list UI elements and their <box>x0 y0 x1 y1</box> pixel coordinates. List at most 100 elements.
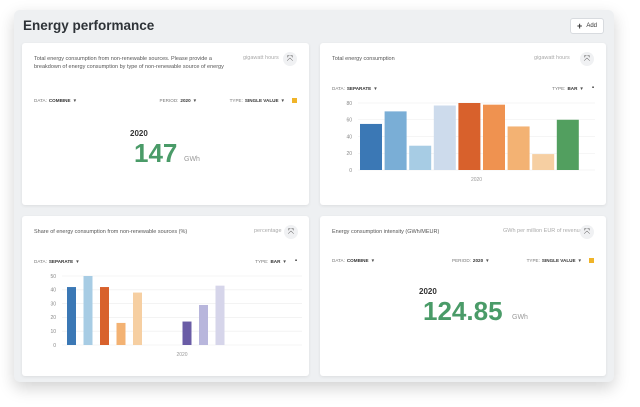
add-button[interactable]: + Add <box>570 18 604 34</box>
data-value: SEPARATE <box>48 258 74 264</box>
value-unit: GWh <box>512 314 528 321</box>
type-label: TYPE: <box>526 258 540 263</box>
period-select[interactable]: PERIOD: 2020 ▼ <box>160 98 198 103</box>
header: Energy performance + Add <box>14 10 614 42</box>
type-select[interactable]: TYPE: SINGLE VALUE ▼ <box>230 98 297 103</box>
type-value: SINGLE VALUE <box>541 258 576 263</box>
save-icon[interactable]: ▪ <box>591 85 594 91</box>
plus-icon: + <box>577 20 583 31</box>
bar <box>458 103 481 170</box>
bar <box>532 154 555 170</box>
data-label: DATA: <box>34 98 47 103</box>
bar <box>133 292 142 345</box>
type-label: TYPE: <box>552 85 566 91</box>
big-value: 147 <box>134 138 178 168</box>
save-icon[interactable]: ▪ <box>294 258 297 264</box>
x-tick-label: 2020 <box>471 177 482 183</box>
period-label: PERIOD: <box>159 98 179 103</box>
caret-down-icon: ▼ <box>370 258 376 263</box>
period-value: 2020 <box>472 258 484 263</box>
expand-icon[interactable]: ⤧ <box>580 225 594 239</box>
y-tick-label: 30 <box>50 301 56 307</box>
value-year: 2020 <box>419 287 437 296</box>
caret-down-icon: ▼ <box>577 258 582 263</box>
value-year: 2020 <box>130 129 148 138</box>
type-label: TYPE: <box>255 258 269 264</box>
caret-down-icon: ▼ <box>72 98 78 103</box>
page-title: Energy performance <box>23 18 155 33</box>
type-select[interactable]: TYPE: SINGLE VALUE ▼ <box>527 258 594 263</box>
card-unit: GWh per million EUR of revenue <box>503 228 583 234</box>
bar <box>507 126 530 170</box>
type-value: BAR <box>567 85 578 91</box>
bar <box>409 145 432 170</box>
card-controls: DATA: SEPARATE ▼ TYPE: BAR ▼ ▪ <box>34 258 297 264</box>
card-consumption-intensity: Energy consumption intensity (GWh/MEUR) … <box>320 216 606 376</box>
card-title: Share of energy consumption from non-ren… <box>34 229 188 235</box>
caret-down-icon: ▼ <box>282 258 287 264</box>
caret-down-icon: ▼ <box>485 258 490 263</box>
bar <box>556 119 579 170</box>
bar <box>67 287 76 345</box>
type-select[interactable]: TYPE: BAR ▼ ▪ <box>552 85 594 91</box>
caret-down-icon: ▼ <box>373 85 378 91</box>
bar-chart-nonrenewable-share: 0 10 20 30 40 50 2020 <box>50 274 302 358</box>
big-value: 124.85 <box>423 296 503 326</box>
app-window: Energy performance + Add Total energy co… <box>14 10 614 382</box>
y-tick-label: 40 <box>50 288 56 294</box>
expand-icon[interactable]: ⤧ <box>580 52 594 66</box>
y-tick-label: 20 <box>50 315 56 321</box>
data-value: COMBINE <box>48 98 71 103</box>
card-controls: DATA: SEPARATE ▼ TYPE: BAR ▼ ▪ <box>332 85 594 91</box>
card-unit: gigawatt hours <box>243 55 279 61</box>
type-label: TYPE: <box>229 98 243 103</box>
data-select[interactable]: DATA: COMBINE ▼ <box>332 258 375 263</box>
bar <box>100 287 109 345</box>
y-tick-label: 60 <box>346 118 352 124</box>
add-button-label: Add <box>586 23 597 29</box>
bar <box>83 276 93 345</box>
data-label: DATA: <box>332 85 345 91</box>
data-select[interactable]: DATA: SEPARATE ▼ <box>34 259 80 264</box>
bar <box>483 104 505 170</box>
card-title: Total energy consumption <box>332 56 395 62</box>
data-label: DATA: <box>34 258 47 264</box>
y-tick-label: 20 <box>346 151 352 157</box>
expand-icon[interactable]: ⤧ <box>284 225 298 239</box>
bar <box>182 321 192 345</box>
caret-down-icon: ▼ <box>75 258 80 264</box>
bar <box>360 123 382 170</box>
card-title: Total energy consumption from non-renewa… <box>34 56 224 70</box>
card-unit: percentage <box>254 228 282 234</box>
data-label: DATA: <box>332 258 345 263</box>
bar <box>384 111 407 170</box>
caret-down-icon: ▼ <box>192 98 198 103</box>
data-select[interactable]: DATA: COMBINE ▼ <box>34 98 77 103</box>
y-tick-label: 50 <box>50 274 56 280</box>
y-tick-label: 0 <box>349 168 352 174</box>
data-value: COMBINE <box>346 258 369 263</box>
bar <box>433 105 456 170</box>
card-nonrenewable-share: Share of energy consumption from non-ren… <box>22 216 309 376</box>
value-unit: GWh <box>184 156 200 163</box>
x-tick-label: 2020 <box>176 352 187 358</box>
save-icon[interactable] <box>588 258 594 263</box>
y-tick-label: 40 <box>346 134 352 140</box>
bar <box>116 322 126 345</box>
data-select[interactable]: DATA: SEPARATE ▼ <box>332 86 378 91</box>
type-select[interactable]: TYPE: BAR ▼ ▪ <box>255 258 297 264</box>
period-select[interactable]: PERIOD: 2020 ▼ <box>452 258 490 263</box>
card-controls: DATA: COMBINE ▼ PERIOD: 2020 ▼ TYPE: SINGLE V… <box>34 98 297 103</box>
save-icon[interactable] <box>291 98 297 103</box>
card-nonrenewable-consumption: Total energy consumption from non-renewa… <box>22 43 309 205</box>
expand-icon[interactable]: ⤧ <box>283 52 297 66</box>
type-value: BAR <box>270 258 281 264</box>
caret-down-icon: ▼ <box>579 85 584 91</box>
card-title: Energy consumption intensity (GWh/MEUR) <box>332 229 440 235</box>
bar <box>215 285 225 345</box>
period-value: 2020 <box>180 98 191 103</box>
card-total-consumption: Total energy consumption gigawatt hours … <box>320 43 606 205</box>
caret-down-icon: ▼ <box>280 98 285 103</box>
bar-chart-total-consumption: 0 20 40 60 80 2020 <box>346 101 595 183</box>
y-tick-label: 10 <box>50 329 56 335</box>
